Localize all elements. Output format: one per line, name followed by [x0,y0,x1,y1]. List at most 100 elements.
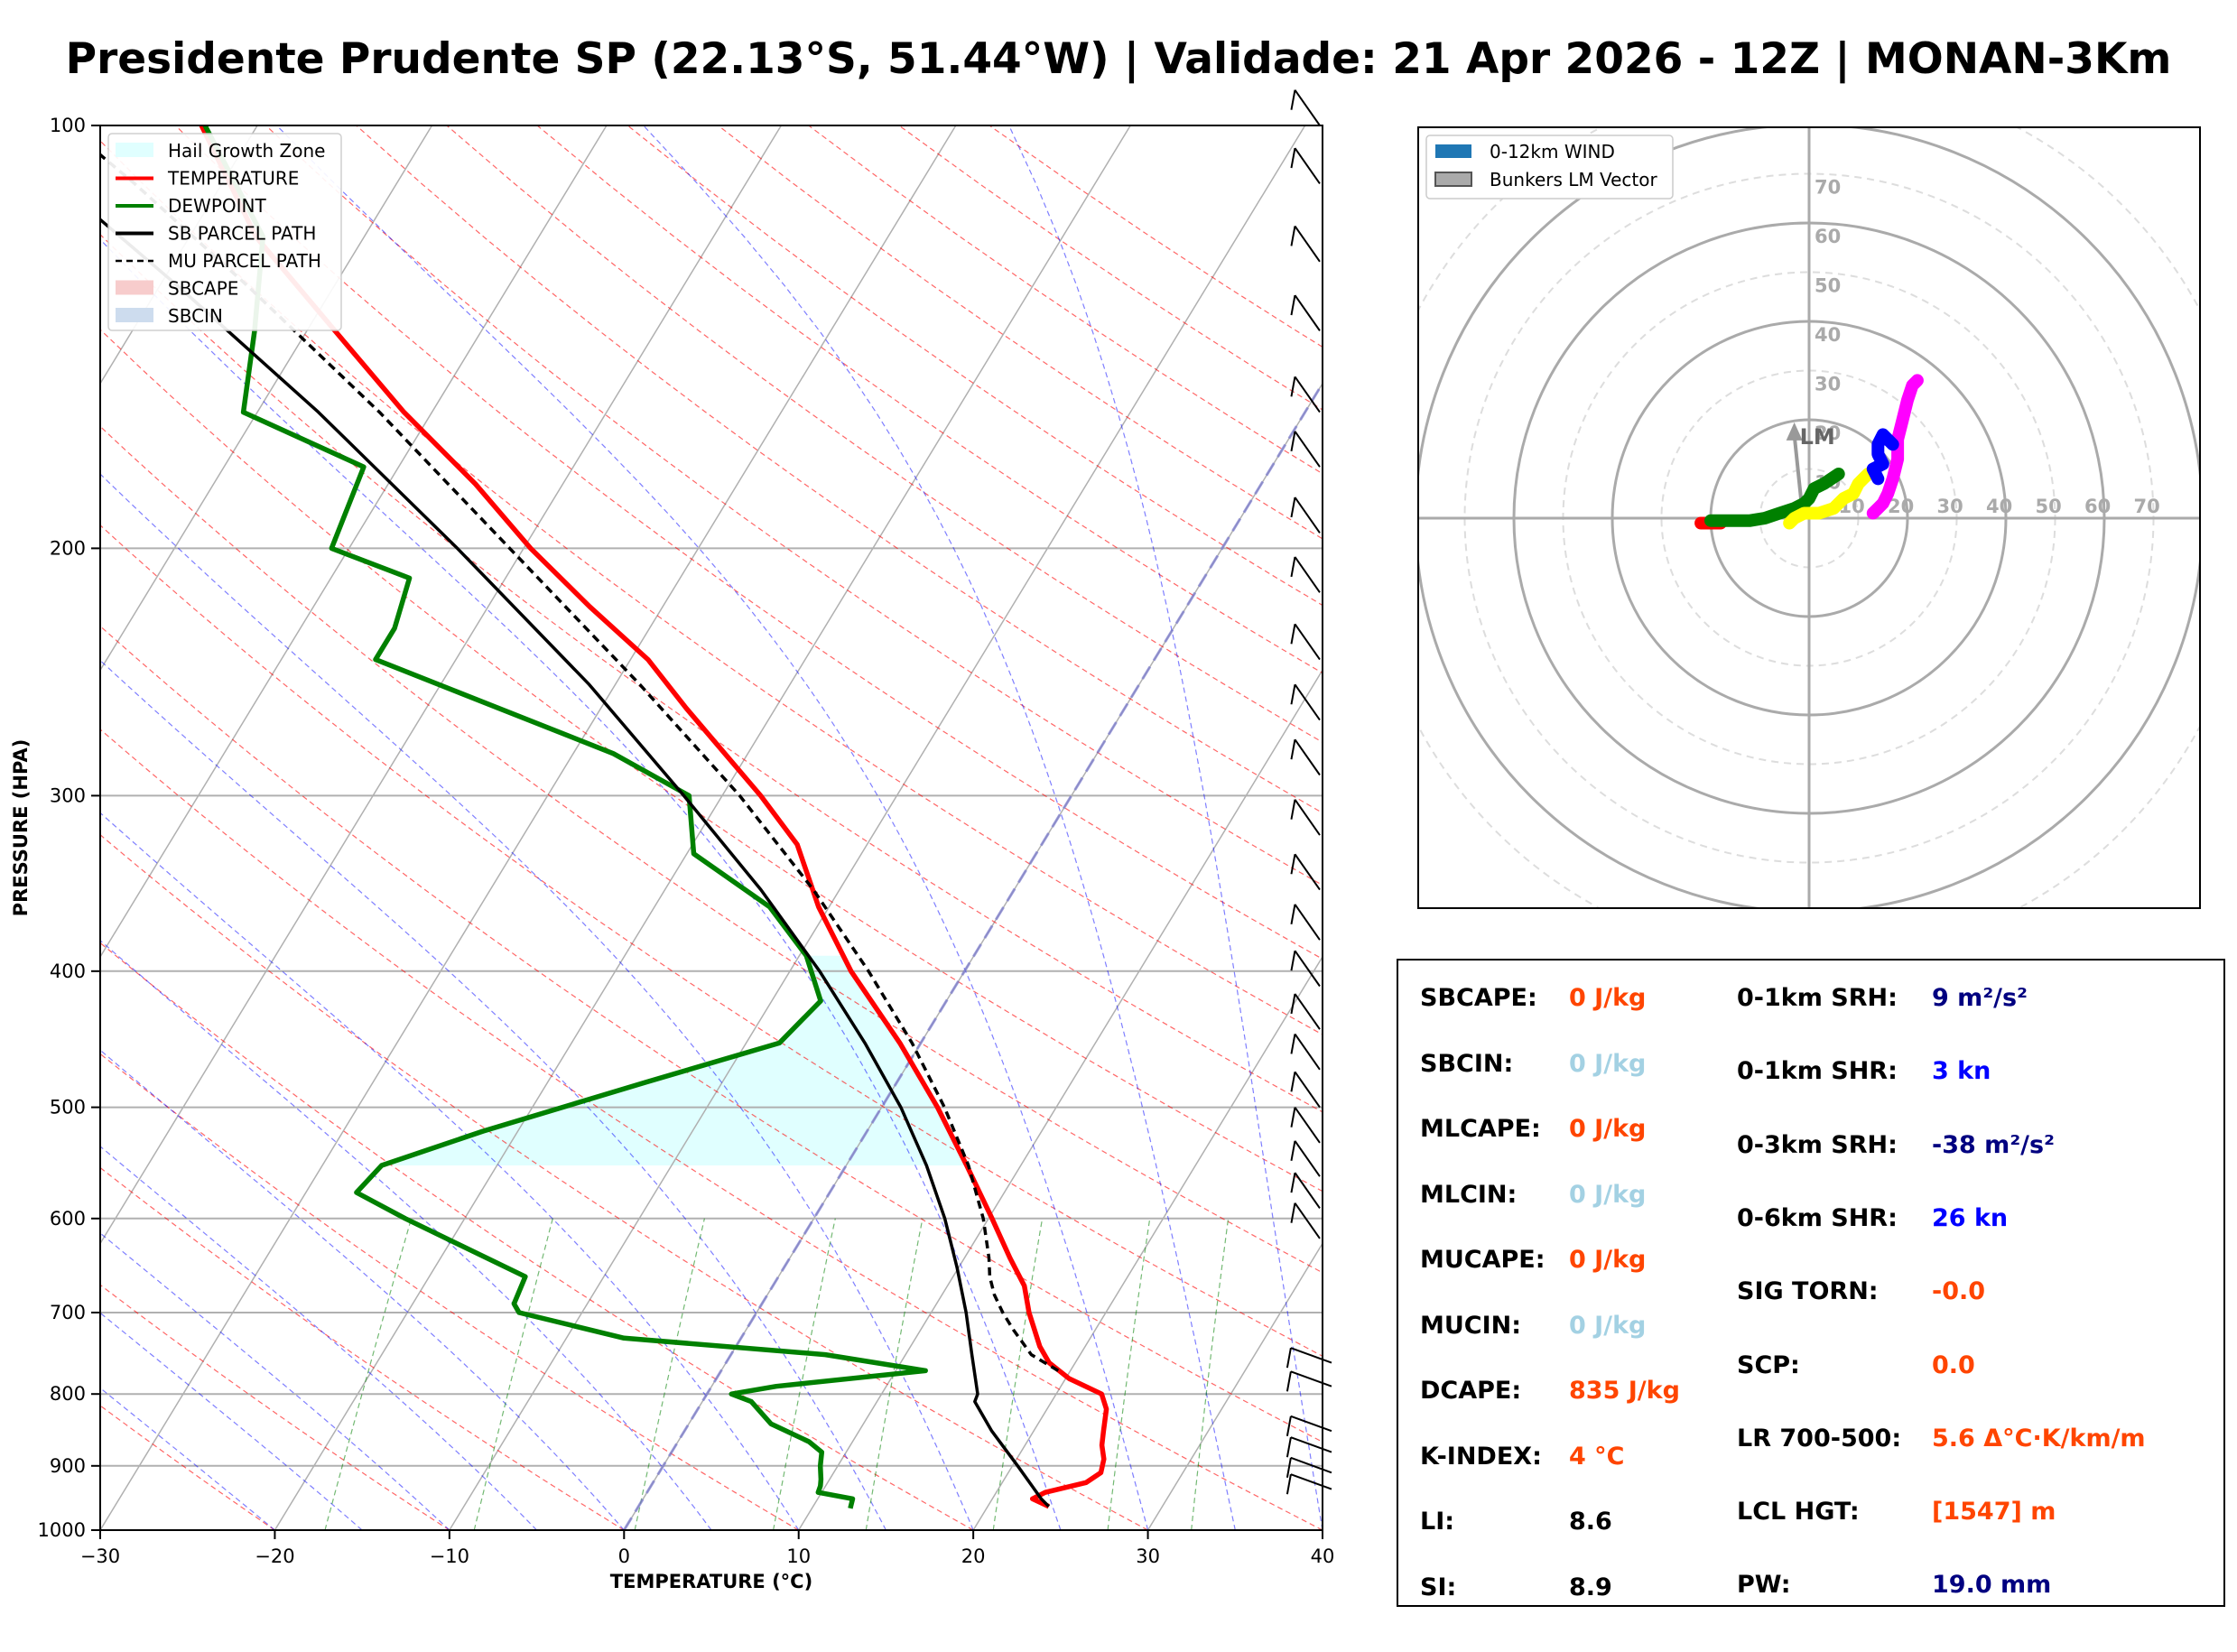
stat-label: LI: [1420,1508,1455,1536]
lm-vector [1792,434,1804,508]
moist-adiabat [100,1232,450,1530]
dry-adiabat [100,329,1323,1193]
hodo-segment-4 [1866,374,1924,520]
legend-label: SBCAPE [168,278,238,300]
wind-barb [1294,1140,1321,1177]
stat-value: 835 J/kg [1569,1377,1680,1405]
moist-adiabat [643,125,1236,1530]
wind-barb-flag [1286,1437,1292,1458]
mixing-ratio-line [865,1218,924,1530]
ring-label-h: 40 [1986,496,2012,517]
x-axis-label: TEMPERATURE (°C) [610,1571,812,1592]
wind-barb [1294,799,1321,836]
stat-value: -0.0 [1932,1277,1986,1306]
skewt-legend: Hail Growth Zone TEMPERATURE DEWPOINT SB PA… [107,133,342,331]
isotherm-line [1146,1242,1323,1530]
stat-label: 0-1km SHR: [1737,1057,1898,1086]
ring-label-v: 50 [1815,275,1841,297]
stat-label: 0-1km SRH: [1737,984,1898,1012]
isotherm-line [100,125,433,672]
wind-barb [1294,738,1321,776]
stat-value: 0 J/kg [1569,1049,1647,1078]
wind-barb-flag [1290,799,1296,820]
wind-barbs [1286,89,1332,1495]
ring-label-h: 60 [2084,496,2111,517]
stat-value: 0 J/kg [1569,1180,1647,1209]
y-tick-label: 300 [50,784,86,806]
dry-adiabat [174,125,1323,961]
skewt-chart: −30 −20 −10 0 10 20 30 40 100 200 300 400 500 600 700 8… [10,89,1334,1592]
moist-adiabat [100,238,1062,1530]
stat-value: 4 °C [1569,1442,1625,1471]
stat-value: 0 J/kg [1569,1246,1647,1274]
wind-barb-flag [1286,1371,1292,1392]
legend-label: TEMPERATURE [167,168,299,190]
wind-barb-flag [1290,226,1296,246]
stat-label: SCP: [1737,1350,1800,1379]
wind-barb [1294,950,1321,988]
x-tick-label: 0 [618,1545,630,1567]
wind-barb-flag [1290,624,1296,645]
ring-label-h: 70 [2134,496,2160,517]
wind-barb-flag [1290,854,1296,875]
dry-adiabat [100,1405,275,1530]
stat-label: MUCIN: [1420,1311,1522,1340]
ring-label-v: 40 [1815,324,1841,346]
dry-adiabat [356,125,1323,814]
stat-value: 0.0 [1932,1350,1975,1379]
wind-barb-flag [1290,1172,1296,1193]
x-tick-label: −20 [255,1545,294,1567]
x-tick-label: −10 [430,1545,469,1567]
hodo-segment-5 [1866,428,1899,486]
wind-barb-flag [1290,497,1296,518]
wind-barb-flag [1290,950,1296,971]
wind-barb [1294,683,1321,721]
wind-barb [1294,225,1321,263]
y-tick-label: 800 [50,1383,86,1405]
y-tick-label: 500 [50,1097,86,1118]
stat-value: 9 m²/s² [1932,984,2028,1012]
ring-label-h: 50 [2036,496,2062,517]
wind-barb [1294,993,1321,1030]
dry-adiabat [100,729,1323,1530]
moist-adiabat [100,940,712,1530]
ring-label-v: 20 [1815,422,1841,444]
mixing-ratio-line [1191,1218,1230,1530]
wind-barb-flag [1286,1347,1292,1369]
isotherm-line [100,125,783,1245]
y-tick-label: 400 [50,961,86,982]
dry-adiabat [446,125,1323,743]
stat-value: [1547] m [1932,1498,2056,1527]
legend-label: DEWPOINT [168,195,266,217]
stat-label: SBCAPE: [1420,984,1537,1012]
wind-barb [1294,556,1321,593]
stat-value: 26 kn [1932,1203,2009,1232]
stat-value: 3 kn [1932,1057,1991,1086]
x-tick-label: −30 [80,1545,120,1567]
stats-panel: SBCAPE: 0 J/kg SBCIN: 0 J/kg MLCAPE: 0 J/kg ML… [1397,959,2225,1607]
moist-adiabat [1008,125,1323,1530]
mixing-ratio-line [473,1218,553,1530]
stat-label: SBCIN: [1420,1049,1514,1078]
freezing-isotherm [623,380,1323,1530]
stat-label: LCL HGT: [1737,1498,1860,1527]
wind-barb [1290,1473,1332,1490]
legend-label: MU PARCEL PATH [168,250,321,272]
wind-barb [1290,1347,1332,1364]
wind-barb [1294,623,1321,661]
page-title: Presidente Prudente SP (22.13°S, 51.44°W… [65,34,2172,84]
wind-barb-flag [1286,1457,1292,1479]
stat-label: 0-3km SRH: [1737,1130,1898,1159]
stat-value: 8.9 [1569,1573,1612,1601]
ring-label-v: 70 [1815,177,1841,199]
stat-label: MLCIN: [1420,1180,1518,1209]
ring-label-h: 30 [1937,496,1963,517]
wind-barb-flag [1290,1072,1296,1092]
lm-arrowhead [1786,422,1803,441]
stat-value: 0 J/kg [1569,1115,1647,1143]
wind-barb-flag [1290,738,1296,760]
wind-barb-flag [1290,1107,1296,1128]
y-tick-label: 1000 [38,1519,86,1541]
stat-value: -38 m²/s² [1932,1130,2055,1159]
stat-label: LR 700-500: [1737,1424,1902,1452]
